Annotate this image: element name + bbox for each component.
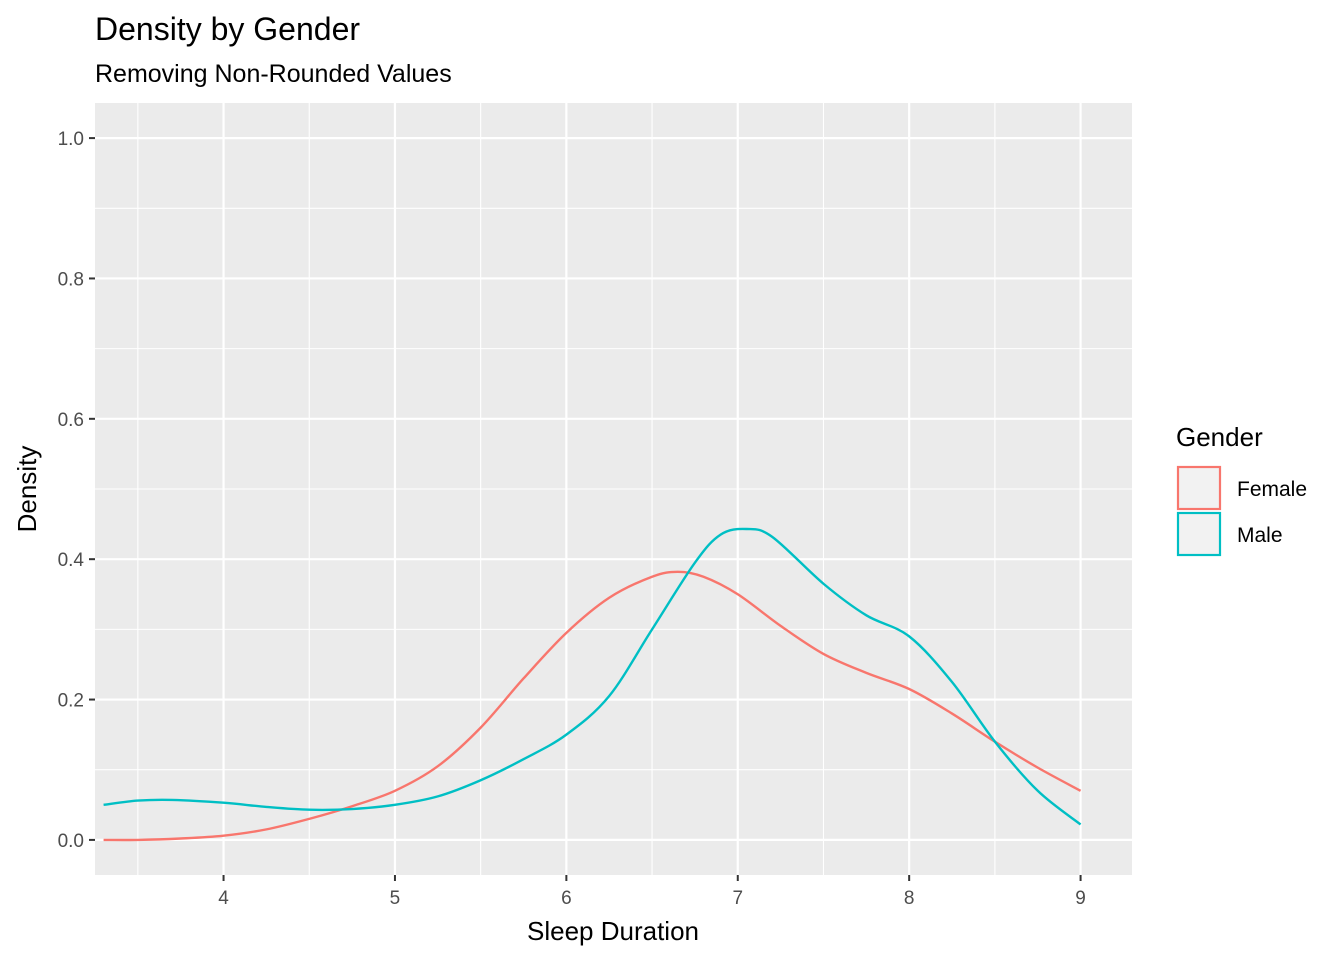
y-axis: 0.0 0.2 0.4 0.6 0.8 1.0: [58, 129, 95, 852]
y-tick-label: 0.6: [58, 410, 84, 431]
density-line-female: [103, 570, 1082, 842]
y-tick-label: 1.0: [58, 129, 84, 150]
grid-minor: [95, 103, 1132, 875]
chart-title: Density by Gender: [95, 11, 360, 47]
grid-major: [95, 103, 1132, 875]
x-axis-title: Sleep Duration: [527, 916, 699, 946]
y-tick-label: 0.8: [58, 269, 84, 290]
x-axis: 4 5 6 7 8 9: [218, 875, 1086, 909]
density-line-male: [103, 527, 1082, 826]
y-tick-label: 0.0: [58, 831, 84, 852]
legend-items: Female Male: [1176, 465, 1307, 557]
y-tick-label: 0.2: [58, 691, 84, 712]
legend-key-male: [1176, 511, 1222, 557]
legend: Gender Female Male: [1176, 422, 1307, 557]
x-tick-label: 9: [1075, 888, 1086, 909]
legend-key-bg-male: [1178, 513, 1220, 555]
legend-key-bg-female: [1178, 467, 1220, 509]
legend-label-female: Female: [1237, 478, 1307, 501]
x-tick-label: 5: [390, 888, 401, 909]
chart-subtitle: Removing Non-Rounded Values: [95, 60, 452, 88]
x-tick-label: 8: [904, 888, 915, 909]
series-layer: [103, 527, 1082, 842]
x-tick-label: 4: [218, 888, 229, 909]
y-axis-title: Density: [12, 446, 42, 533]
legend-title: Gender: [1176, 422, 1263, 452]
y-tick-label: 0.4: [58, 550, 85, 571]
x-tick-label: 7: [732, 888, 743, 909]
x-tick-label: 6: [561, 888, 572, 909]
legend-label-male: Male: [1237, 524, 1283, 547]
legend-key-female: [1176, 465, 1222, 511]
